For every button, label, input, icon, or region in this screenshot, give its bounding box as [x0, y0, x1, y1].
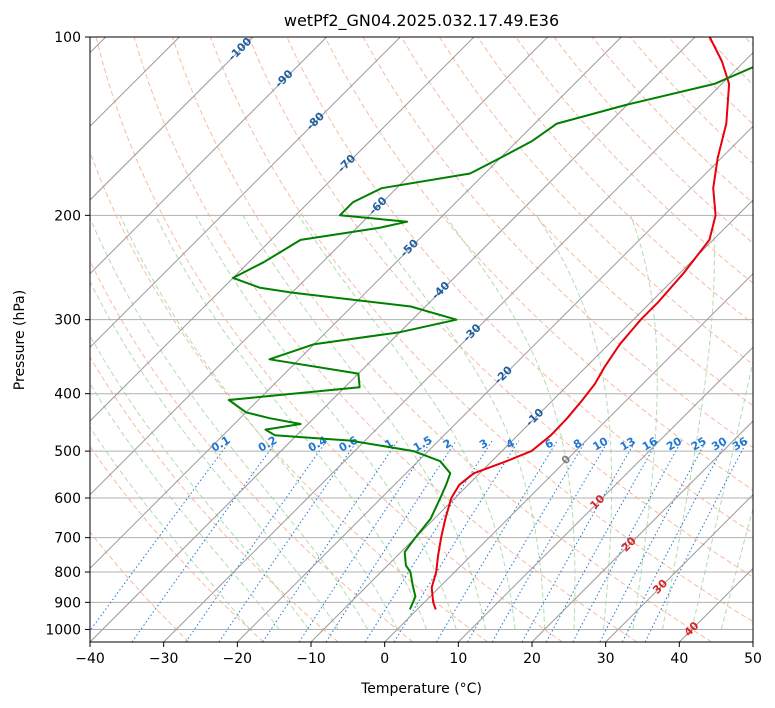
dewpoint-line — [227, 66, 753, 610]
moist-adiabat — [90, 382, 280, 630]
y-tick-label: 1000 — [45, 622, 81, 638]
isotherm-line — [90, 37, 622, 570]
moist-adiabat — [119, 215, 398, 630]
moist-adiabat — [154, 215, 428, 630]
isotherm-line — [90, 37, 328, 275]
moist-adiabat — [195, 215, 457, 630]
plot-frame — [89, 36, 754, 643]
mixing-ratio-line — [325, 440, 457, 642]
y-tick-label: 700 — [54, 531, 81, 547]
moist-adiabat — [90, 334, 310, 630]
y-tick-label: 800 — [54, 565, 81, 581]
mixing-ratio-line — [491, 440, 609, 642]
isotherm-line — [457, 346, 753, 642]
x-tick-label: −20 — [223, 651, 253, 667]
y-tick-label: 400 — [54, 387, 81, 403]
dry-adiabat — [133, 37, 638, 642]
mixing-ratio-line — [467, 440, 587, 642]
isotherm-line — [90, 37, 696, 642]
mixing-ratio-line — [435, 440, 558, 642]
y-tick-label: 300 — [54, 313, 81, 329]
mixing-ratio-line — [90, 440, 231, 632]
mixing-ratio-line — [545, 440, 659, 642]
isotherm-line — [236, 125, 753, 642]
isotherm-line — [605, 493, 753, 642]
isotherm-line — [90, 37, 549, 496]
x-tick-label: −40 — [75, 651, 105, 667]
isotherm-line — [90, 37, 475, 422]
moist-adiabats — [90, 215, 753, 630]
x-tick-label: 50 — [744, 651, 762, 667]
pressure-gridlines — [90, 37, 753, 630]
temperature-line — [430, 37, 731, 610]
x-tick-label: 10 — [449, 651, 467, 667]
isotherm-line — [531, 420, 753, 642]
y-tick-label: 100 — [54, 30, 81, 46]
dry-adiabat — [90, 445, 264, 642]
y-axis-ticks: 100 200 300 400 500 600 700 800 900 1000 — [45, 30, 90, 638]
moist-adiabat — [90, 280, 339, 630]
mixing-ratio-line — [572, 440, 683, 642]
dry-adiabat — [400, 37, 753, 407]
mixing-ratio-line — [131, 440, 278, 642]
moist-adiabat — [444, 215, 576, 630]
y-axis-label: Pressure (hPa) — [12, 290, 28, 390]
mixing-ratio-line — [298, 440, 432, 642]
isotherm-line — [90, 37, 254, 201]
y-tick-label: 500 — [54, 444, 81, 460]
mixing-ratio-line — [364, 440, 493, 642]
sounding-series — [227, 37, 753, 610]
dry-adiabat — [515, 37, 753, 284]
x-tick-label: −10 — [296, 651, 326, 667]
isotherm-line — [90, 37, 401, 349]
dry-adiabat — [210, 37, 753, 623]
chart-title: wetPf2_GN04.2025.032.17.49.E36 — [284, 11, 559, 31]
x-tick-label: −30 — [149, 651, 179, 667]
isotherm-line — [384, 272, 753, 642]
moist-adiabat — [536, 215, 613, 630]
x-tick-label: 0 — [380, 651, 389, 667]
dry-adiabat — [324, 37, 753, 491]
x-tick-label: 30 — [597, 651, 615, 667]
y-tick-label: 200 — [54, 208, 81, 224]
x-tick-label: 40 — [670, 651, 688, 667]
dry-adiabat — [95, 37, 563, 642]
mixing-ratio-line — [521, 440, 637, 642]
x-axis-ticks: −40 −30 −20 −10 0 10 20 30 40 50 — [75, 642, 762, 667]
dry-adiabat — [438, 37, 753, 366]
x-tick-label: 20 — [523, 651, 541, 667]
moist-adiabat — [298, 215, 516, 630]
moist-adiabat — [630, 215, 658, 630]
dry-adiabat — [90, 531, 190, 642]
dry-adiabat — [171, 37, 712, 642]
isotherm-line — [163, 51, 753, 642]
y-tick-label: 900 — [54, 595, 81, 611]
moist-adiabat — [90, 216, 369, 630]
moist-adiabat — [90, 426, 251, 630]
y-tick-label: 600 — [54, 491, 81, 507]
mixing-ratio-line — [644, 440, 748, 642]
mixing-ratio-line — [185, 440, 328, 642]
dry-adiabat — [90, 356, 339, 642]
x-axis-label: Temperature (°C) — [360, 681, 482, 697]
mixing-ratio-line — [262, 440, 399, 642]
dry-adiabat — [248, 37, 753, 578]
